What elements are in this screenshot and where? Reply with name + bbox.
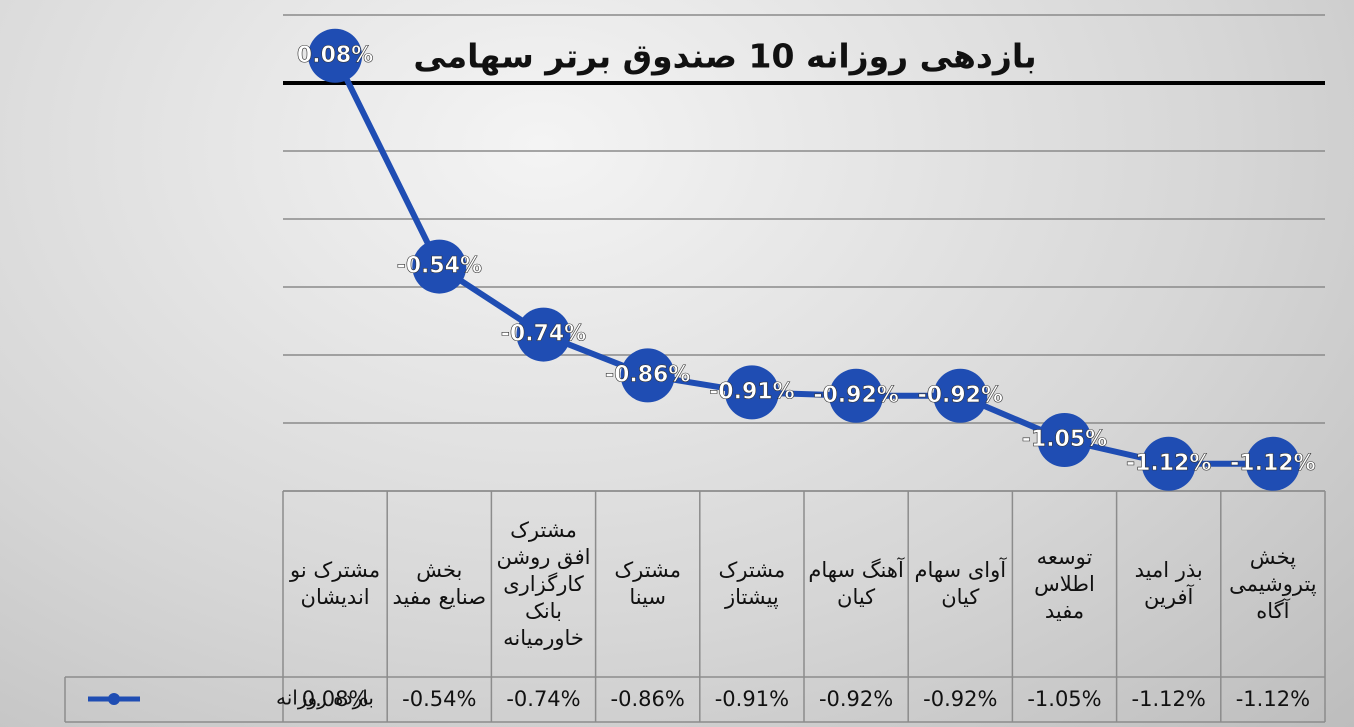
table-value: -0.92% [818,687,894,711]
legend-label: بازده روزانه [276,686,374,710]
marker [724,365,779,420]
data-label: -1.05% [1022,427,1107,452]
legend-marker [108,693,120,705]
marker [933,368,988,423]
marker [516,307,571,362]
category-label: مشترک نو اندیشان [290,558,381,609]
table-value: 0.08% [301,687,369,711]
table-value: -0.54% [402,687,477,711]
marker [1037,413,1092,467]
category-label: آوای سهام کیان [914,558,1007,609]
category-label: مشترک سینا [614,558,682,609]
marker [620,348,675,403]
data-label: -1.12% [1230,451,1315,476]
table-value: -1.05% [1027,687,1102,711]
marker [829,368,884,423]
table-value: -0.74% [506,687,581,711]
table-value: -0.91% [714,687,790,711]
category-label: پخش پتروشیمی آگاه [1229,544,1317,623]
marker [1141,436,1196,491]
table-value: -0.86% [610,687,685,711]
series-line [332,54,1273,467]
table-value: -0.92% [923,687,998,711]
table-value: -1.12% [1131,687,1206,711]
data-label: -0.91% [709,379,794,404]
data-label: -0.92% [813,383,898,408]
marker [1245,436,1300,491]
category-label: مشترک پیشتاز [718,558,786,609]
data-label: -0.54% [397,254,482,279]
marker [412,239,467,294]
data-label: 0.08% [297,43,373,68]
data-label: -0.86% [605,362,690,387]
category-label: توسعه اطلاس مفید [1034,544,1095,623]
category-label: بخش صنایع مفید [392,558,487,609]
category-label: آهنگ سهام کیان [808,558,904,609]
marker [308,28,363,83]
data-label: -0.92% [918,383,1003,408]
category-label: مشترک افق روشن کارگزاری بانک خاورمیانه [496,517,591,650]
table-value: -1.12% [1235,687,1311,711]
chart-title: بازدهی روزانه 10 صندوق برتر سهامی [413,37,1036,77]
category-label: بذر امید آفرین [1134,558,1203,609]
data-label: -1.12% [1126,451,1211,476]
data-label: -0.74% [501,322,586,347]
